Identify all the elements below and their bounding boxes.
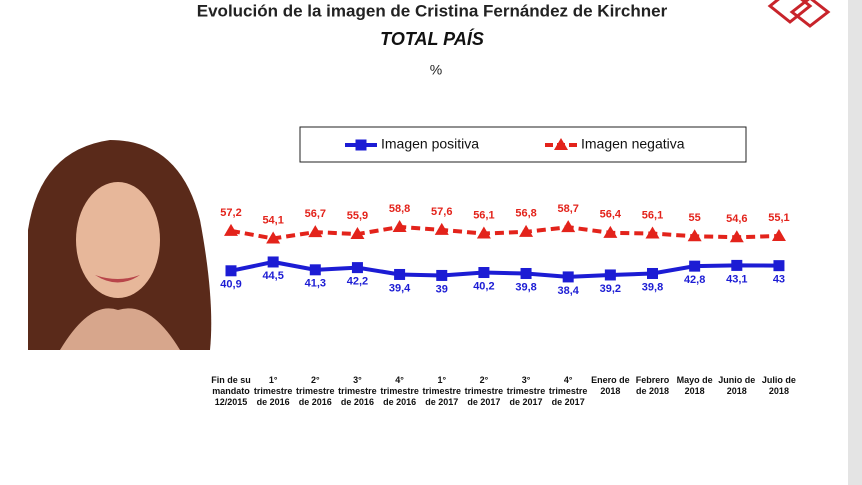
marker: [647, 267, 658, 279]
data-label: 39: [436, 283, 448, 295]
data-label: 42,2: [347, 276, 368, 288]
data-label: 55: [689, 212, 701, 224]
x-tick-label: 1° trimestre de 2017: [422, 375, 462, 407]
data-label: 41,3: [305, 278, 326, 290]
marker: [266, 231, 281, 244]
x-tick-label: 2° trimestre de 2017: [464, 375, 504, 407]
marker: [350, 227, 365, 240]
data-label: 57,2: [220, 207, 241, 219]
side-strip: [848, 0, 862, 485]
data-label: 44,5: [262, 270, 283, 282]
data-label: 56,1: [473, 209, 494, 221]
marker: [562, 271, 574, 283]
x-tick-label: Fin de su mandato 12/2015: [211, 375, 251, 407]
marker: [603, 225, 618, 238]
x-tick-label: 1° trimestre de 2016: [253, 375, 293, 407]
data-label: 56,4: [600, 209, 622, 221]
marker: [604, 269, 616, 281]
data-label: 42,8: [684, 274, 705, 286]
unit-label: %: [430, 62, 442, 78]
x-tick-label: Julio de 2018: [761, 375, 796, 396]
marker: [309, 264, 321, 276]
marker: [687, 229, 702, 242]
marker: [434, 222, 449, 235]
data-label: 58,7: [557, 203, 578, 215]
marker: [224, 223, 238, 236]
marker: [520, 267, 532, 279]
x-tick-label: 4° trimestre de 2016: [380, 375, 419, 407]
legend-marker: [554, 138, 568, 150]
data-label: 39,4: [389, 282, 411, 294]
marker: [771, 229, 786, 242]
marker: [773, 260, 785, 272]
chart-title: Evolución de la imagen de Cristina Ferná…: [197, 1, 668, 20]
marker: [689, 260, 701, 272]
x-tick-label: Febrero de 2018: [635, 375, 670, 396]
marker: [476, 226, 491, 239]
x-tick-label: Junio de 2018: [718, 375, 756, 396]
marker: [645, 226, 660, 239]
marker: [478, 267, 490, 279]
x-tick-label: 4° trimestre de 2017: [548, 375, 588, 407]
data-label: 56,7: [305, 208, 326, 220]
data-label: 43: [773, 274, 785, 286]
data-label: 55,9: [347, 210, 368, 222]
x-tick-label: 3° trimestre de 2017: [506, 375, 546, 407]
logo: [767, 0, 831, 28]
x-tick-label: Mayo de 2018: [676, 375, 713, 396]
marker: [308, 225, 323, 238]
data-label: 54,1: [262, 214, 283, 226]
series-line: [230, 259, 779, 279]
legend-label: Imagen positiva: [381, 136, 479, 152]
chart-subtitle: TOTAL PAÍS: [380, 28, 484, 49]
marker: [351, 262, 363, 274]
data-label: 40,9: [220, 279, 241, 291]
data-label: 39,8: [642, 281, 663, 293]
marker: [731, 259, 743, 271]
marker: [225, 265, 237, 277]
marker: [267, 256, 279, 268]
legend-label: Imagen negativa: [581, 136, 685, 152]
marker: [392, 219, 407, 232]
data-label: 54,6: [726, 213, 747, 225]
data-label: 39,8: [515, 281, 536, 293]
data-label: 39,2: [600, 283, 621, 295]
marker: [519, 224, 534, 237]
x-tick-label: Enero de 2018: [591, 375, 630, 396]
x-tick-label: 2° trimestre de 2016: [296, 375, 335, 407]
marker: [436, 269, 448, 281]
marker: [394, 268, 406, 280]
legend-marker: [355, 139, 367, 151]
data-label: 38,4: [557, 285, 579, 297]
x-tick-label: 3° trimestre de 2016: [338, 375, 377, 407]
data-label: 43,1: [726, 273, 747, 285]
marker: [561, 220, 576, 233]
data-label: 57,6: [431, 206, 452, 218]
data-label: 56,1: [642, 209, 663, 221]
marker: [729, 230, 744, 243]
data-label: 56,8: [515, 208, 536, 220]
data-label: 55,1: [768, 212, 789, 224]
photo: [28, 140, 212, 350]
series-line: [230, 224, 780, 241]
data-label: 58,8: [389, 203, 410, 215]
data-label: 40,2: [473, 280, 494, 292]
